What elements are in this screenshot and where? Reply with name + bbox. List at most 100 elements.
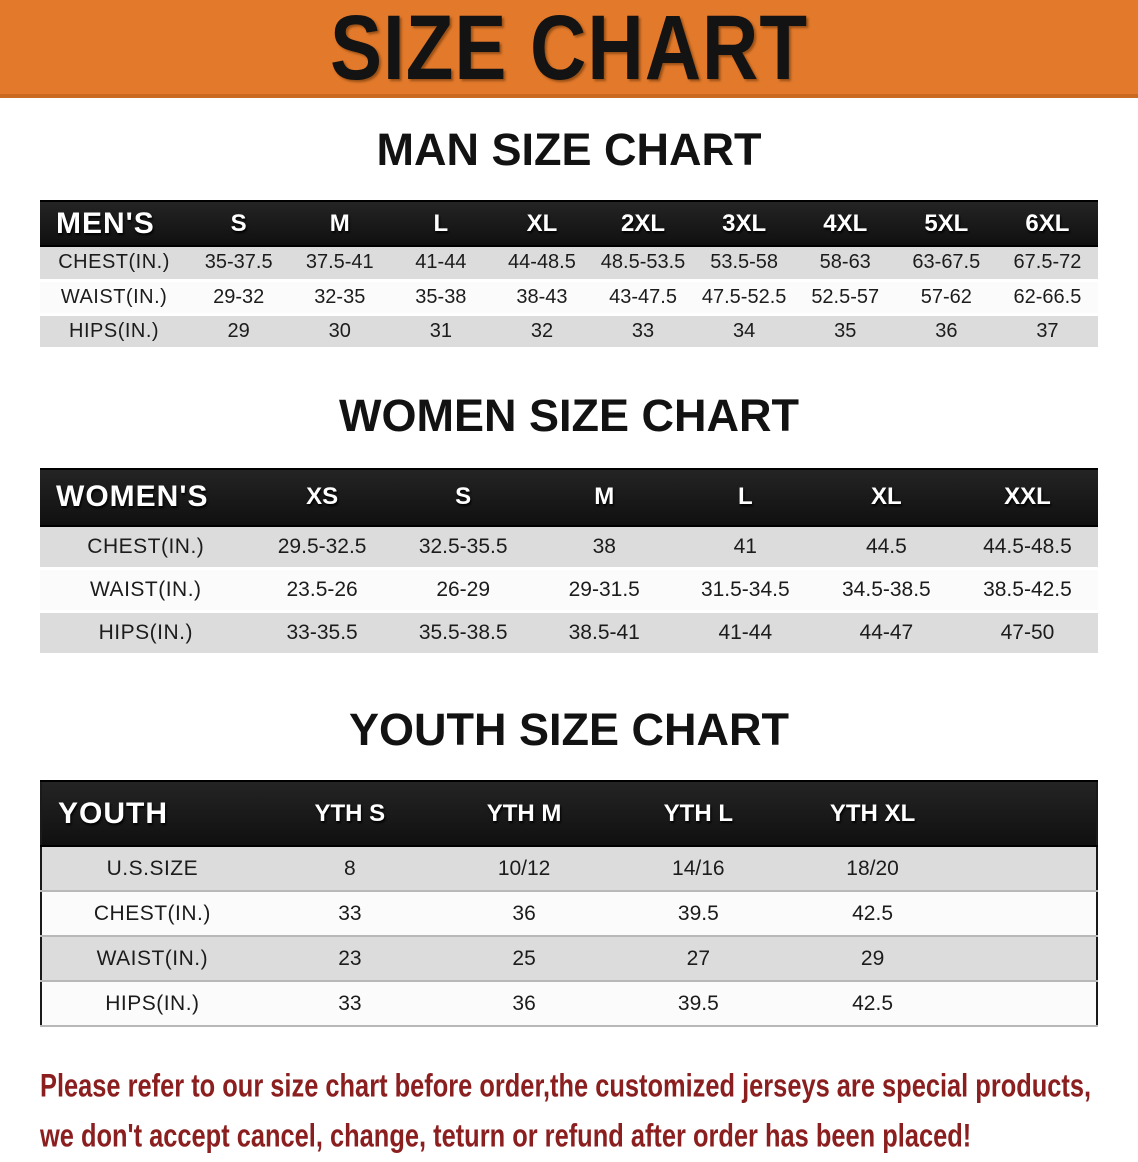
size-header-row: MEN'S S M L XL 2XL 3XL 4XL 5XL 6XL xyxy=(40,200,1098,247)
size-chart-banner: SIZE CHART xyxy=(0,0,1138,98)
size-column-header: 5XL xyxy=(895,200,997,247)
banner-title: SIZE CHART xyxy=(330,0,808,99)
measurement-value: 26-29 xyxy=(392,568,534,613)
measurement-row: HIPS(IN.) 33 36 39.5 42.5 xyxy=(41,981,1097,1027)
women-size-table: WOMEN'S XS S M L XL XXL CHEST(IN.) 29.5-32.5 32.5… xyxy=(40,467,1098,656)
measurement-value: 43-47.5 xyxy=(592,280,694,316)
measurement-value: 32.5-35.5 xyxy=(392,525,534,570)
measurement-value: 63-67.5 xyxy=(895,246,997,282)
youth-section-heading: YOUTH SIZE CHART xyxy=(348,704,789,755)
measurement-value: 41 xyxy=(674,525,816,570)
spacer-cell xyxy=(959,936,1097,982)
women-section-heading: WOMEN SIZE CHART xyxy=(339,389,799,441)
size-column-header: M xyxy=(533,467,675,527)
measurement-value: 29-31.5 xyxy=(533,568,675,613)
size-column-header: 2XL xyxy=(592,200,694,247)
size-header-row: YOUTH YTH S YTH M YTH L YTH XL xyxy=(41,780,1097,847)
size-column-header: S xyxy=(392,467,534,527)
measurement-value: 47-50 xyxy=(956,611,1098,656)
measurement-value: 31 xyxy=(390,314,492,350)
measurement-label: CHEST(IN.) xyxy=(40,246,189,282)
measurement-value: 29.5-32.5 xyxy=(251,525,393,570)
measurement-value: 48.5-53.5 xyxy=(592,246,694,282)
measurement-value: 44-47 xyxy=(815,611,957,656)
spacer-cell xyxy=(959,846,1097,892)
measurement-value: 25 xyxy=(436,936,612,982)
size-column-header: XL xyxy=(815,467,957,527)
measurement-value: 33 xyxy=(262,981,437,1027)
measurement-value: 36 xyxy=(895,314,997,350)
size-column-header: L xyxy=(390,200,492,247)
measurement-row: WAIST(IN.) 23.5-26 26-29 29-31.5 31.5-34.5 34… xyxy=(40,568,1098,613)
measurement-value: 44.5-48.5 xyxy=(956,525,1098,570)
measurement-value: 35.5-38.5 xyxy=(392,611,534,656)
measurement-value: 29-32 xyxy=(188,280,290,316)
measurement-value: 34.5-38.5 xyxy=(815,568,957,613)
measurement-value: 36 xyxy=(436,981,612,1027)
measurement-label: HIPS(IN.) xyxy=(41,981,263,1027)
measurement-value: 34 xyxy=(693,314,795,350)
spacer-header xyxy=(959,780,1097,847)
measurement-value: 67.5-72 xyxy=(996,246,1098,282)
size-column-header: 3XL xyxy=(693,200,795,247)
size-column-header: XL xyxy=(491,200,593,247)
measurement-value: 36 xyxy=(436,891,612,937)
measurement-value: 35-38 xyxy=(390,280,492,316)
men-size-table: MEN'S S M L XL 2XL 3XL 4XL 5XL 6XL CHEST(IN.) 35-37… xyxy=(40,200,1098,350)
group-label-header: MEN'S xyxy=(40,200,189,247)
measurement-value: 41-44 xyxy=(674,611,816,656)
measurement-value: 42.5 xyxy=(785,981,960,1027)
measurement-value: 58-63 xyxy=(794,246,896,282)
measurement-value: 33 xyxy=(592,314,694,350)
measurement-value: 31.5-34.5 xyxy=(674,568,816,613)
measurement-label: U.S.SIZE xyxy=(41,846,263,892)
measurement-value: 18/20 xyxy=(785,846,960,892)
size-column-header: XXL xyxy=(956,467,1098,527)
group-label-header: YOUTH xyxy=(41,780,263,847)
disclaimer-line-2: we don't accept cancel, change, teturn o… xyxy=(40,1117,972,1154)
measurement-value: 62-66.5 xyxy=(996,280,1098,316)
size-column-header: L xyxy=(674,467,816,527)
disclaimer-line-1: Please refer to our size chart before or… xyxy=(40,1067,1092,1104)
size-column-header: 4XL xyxy=(794,200,896,247)
measurement-value: 29 xyxy=(785,936,960,982)
size-column-header: YTH XL xyxy=(785,780,960,847)
measurement-value: 47.5-52.5 xyxy=(693,280,795,316)
measurement-value: 35 xyxy=(794,314,896,350)
measurement-row: HIPS(IN.) 33-35.5 35.5-38.5 38.5-41 41-44 44-… xyxy=(40,611,1098,656)
measurement-row: WAIST(IN.) 23 25 27 29 xyxy=(41,936,1097,982)
size-header-row: WOMEN'S XS S M L XL XXL xyxy=(40,467,1098,527)
measurement-value: 52.5-57 xyxy=(794,280,896,316)
measurement-value: 38.5-41 xyxy=(533,611,675,656)
measurement-value: 10/12 xyxy=(436,846,612,892)
measurement-value: 44.5 xyxy=(815,525,957,570)
measurement-value: 35-37.5 xyxy=(188,246,290,282)
measurement-value: 23.5-26 xyxy=(251,568,393,613)
measurement-value: 29 xyxy=(188,314,290,350)
measurement-label: WAIST(IN.) xyxy=(41,936,263,982)
measurement-row: CHEST(IN.) 33 36 39.5 42.5 xyxy=(41,891,1097,937)
measurement-value: 38 xyxy=(533,525,675,570)
measurement-value: 27 xyxy=(611,936,786,982)
measurement-value: 37.5-41 xyxy=(289,246,391,282)
measurement-row: CHEST(IN.) 29.5-32.5 32.5-35.5 38 41 44.5 44.5… xyxy=(40,525,1098,570)
measurement-label: CHEST(IN.) xyxy=(40,525,252,570)
measurement-label: HIPS(IN.) xyxy=(40,314,189,350)
measurement-label: WAIST(IN.) xyxy=(40,280,189,316)
size-column-header: YTH L xyxy=(611,780,786,847)
measurement-value: 38-43 xyxy=(491,280,593,316)
measurement-row: WAIST(IN.) 29-32 32-35 35-38 38-43 43-47.5 47.… xyxy=(40,280,1098,316)
measurement-value: 41-44 xyxy=(390,246,492,282)
measurement-value: 8 xyxy=(262,846,437,892)
measurement-value: 33-35.5 xyxy=(251,611,393,656)
measurement-label: CHEST(IN.) xyxy=(41,891,263,937)
measurement-label: HIPS(IN.) xyxy=(40,611,252,656)
size-column-header: S xyxy=(188,200,290,247)
measurement-value: 38.5-42.5 xyxy=(956,568,1098,613)
measurement-value: 53.5-58 xyxy=(693,246,795,282)
measurement-row: U.S.SIZE 8 10/12 14/16 18/20 xyxy=(41,846,1097,892)
measurement-value: 57-62 xyxy=(895,280,997,316)
group-label-header: WOMEN'S xyxy=(40,467,252,527)
measurement-value: 39.5 xyxy=(611,891,786,937)
measurement-label: WAIST(IN.) xyxy=(40,568,252,613)
